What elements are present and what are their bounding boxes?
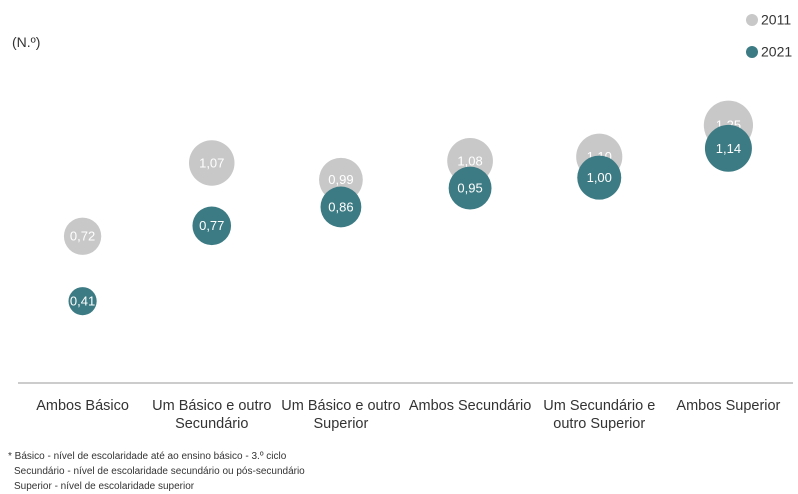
unit-label: (N.º): [12, 34, 41, 50]
data-label: 1,08: [457, 153, 482, 168]
data-label: 0,99: [328, 172, 353, 187]
x-tick-label: Ambos Básico: [36, 398, 129, 414]
data-label: 1,14: [716, 141, 741, 156]
legend-marker: [746, 14, 758, 26]
data-label: 0,95: [457, 181, 482, 196]
footnote: Secundário - nível de escolaridade secun…: [14, 466, 305, 477]
bubble: [704, 124, 752, 172]
bubble: [188, 140, 235, 186]
data-label: 0,86: [328, 199, 353, 214]
bubble: [448, 166, 492, 210]
footnote: * Básico - nível de escolaridade até ao …: [8, 451, 287, 462]
bubble: [192, 206, 232, 246]
legend-marker: [746, 46, 758, 58]
data-label: 0,72: [70, 229, 95, 244]
x-tick-label: Um Básico e outro Superior: [281, 398, 401, 432]
bubble: [320, 186, 362, 228]
data-label: 1,07: [199, 155, 224, 170]
bubble: [63, 217, 102, 255]
bubble: [68, 287, 97, 316]
footnote: Superior - nível de escolaridade superio…: [14, 481, 195, 492]
x-tick-label: Um Secundário e outro Superior: [543, 398, 656, 432]
legend-label: 2021: [761, 44, 792, 60]
bubble: [577, 155, 622, 200]
legend-label: 2011: [761, 12, 791, 28]
x-tick-label: Um Básico e outro Secundário: [152, 398, 272, 432]
data-label: 0,77: [199, 218, 224, 233]
data-label: 0,41: [70, 294, 95, 309]
x-tick-label: Ambos Secundário: [408, 398, 532, 414]
data-label: 1,00: [587, 170, 612, 185]
x-tick-label: Ambos Superior: [676, 398, 781, 414]
